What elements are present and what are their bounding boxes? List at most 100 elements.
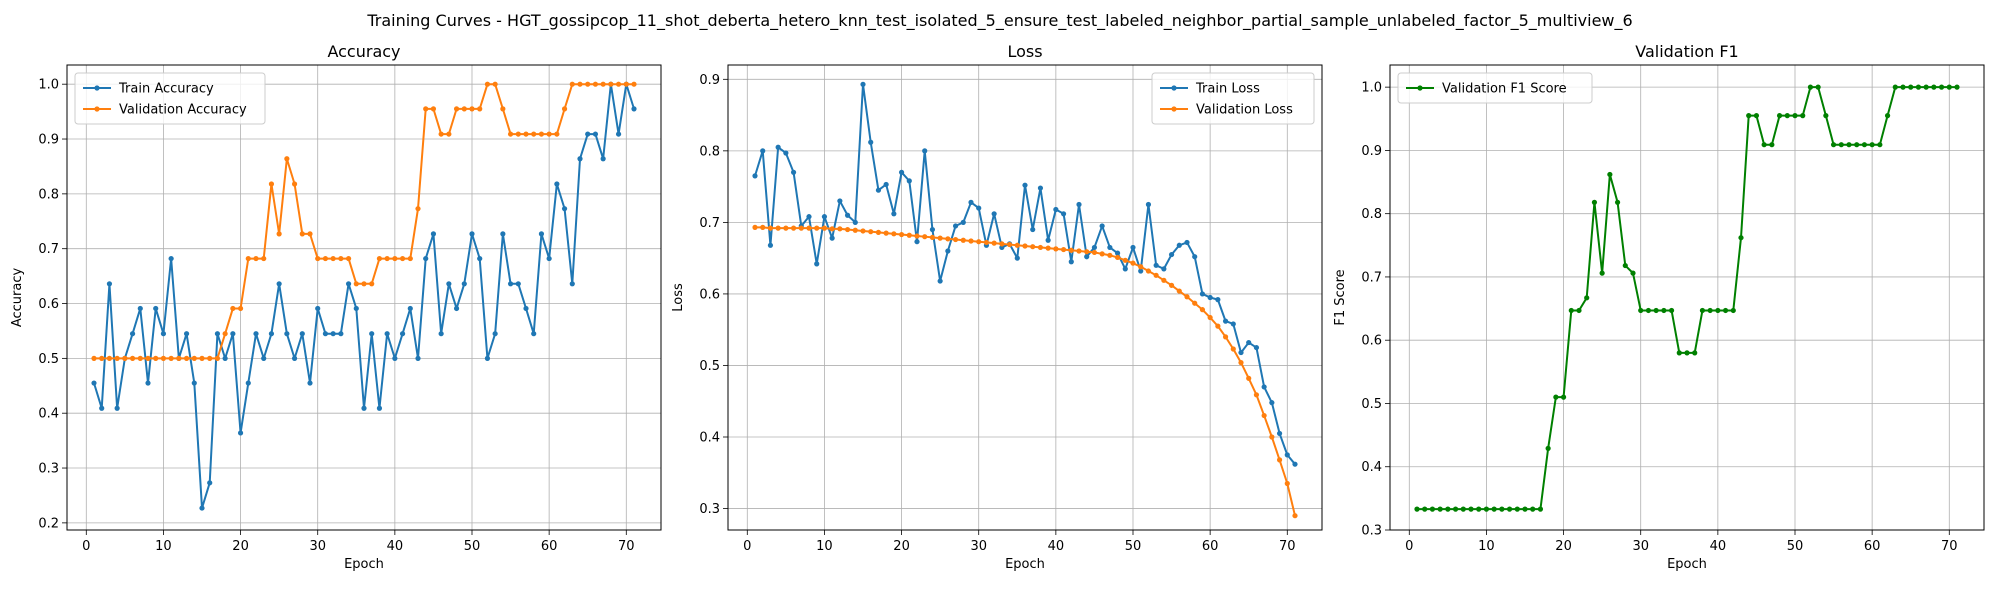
data-point: [1099, 223, 1105, 229]
data-point: [1476, 506, 1482, 512]
data-point: [1707, 307, 1713, 314]
data-point: [230, 331, 236, 337]
data-point: [1776, 113, 1783, 119]
panel-title: Accuracy: [327, 42, 400, 61]
data-point: [1261, 384, 1267, 390]
data-point: [1738, 235, 1744, 241]
x-axis-label: Epoch: [1005, 557, 1045, 572]
data-point: [500, 106, 506, 112]
data-point: [1099, 251, 1105, 257]
data-point: [608, 81, 614, 87]
data-point: [353, 281, 359, 287]
x-tick-label: 50: [1125, 539, 1142, 554]
y-tick-label: 0.5: [38, 352, 59, 367]
data-point: [384, 331, 390, 337]
data-point: [1892, 84, 1898, 90]
data-point: [230, 305, 236, 312]
y-tick-label: 0.8: [1361, 207, 1382, 222]
data-point: [191, 355, 197, 361]
data-point: [1537, 506, 1544, 512]
data-point: [883, 230, 889, 236]
axes-frame: [1389, 64, 1985, 531]
data-point: [345, 255, 352, 262]
data-point: [1908, 84, 1914, 90]
data-point: [122, 355, 128, 361]
data-point: [1429, 506, 1436, 512]
data-point: [384, 255, 390, 262]
data-point: [554, 131, 560, 137]
data-point: [945, 236, 951, 242]
data-point: [852, 227, 858, 233]
data-point: [600, 156, 606, 162]
data-point: [1292, 461, 1298, 467]
legend-label: Validation Accuracy: [119, 103, 247, 118]
data-point: [760, 148, 766, 154]
data-point: [523, 305, 529, 312]
data-point: [1184, 239, 1190, 246]
data-point: [1107, 244, 1113, 251]
data-point: [1437, 506, 1443, 512]
data-point: [1238, 349, 1244, 356]
data-point: [1676, 350, 1682, 356]
data-point: [821, 214, 828, 220]
legend-box: [74, 72, 266, 125]
data-point: [399, 255, 406, 262]
data-point: [446, 131, 452, 137]
data-point: [1699, 307, 1706, 314]
data-point: [937, 278, 943, 284]
data-point: [1014, 255, 1020, 261]
data-point: [906, 232, 912, 238]
data-point: [369, 331, 375, 337]
x-tick-label: 50: [464, 539, 481, 554]
data-point: [137, 305, 143, 312]
data-point: [507, 131, 514, 137]
data-point: [844, 212, 851, 218]
legend-label: Validation F1 Score: [1442, 82, 1567, 97]
data-point: [1161, 277, 1167, 283]
data-point: [1215, 323, 1221, 329]
data-point: [1022, 182, 1028, 188]
legend-swatch-marker: [1417, 85, 1423, 91]
data-point: [1638, 307, 1644, 314]
data-point: [1838, 142, 1844, 148]
data-point: [1107, 252, 1113, 258]
data-point: [906, 178, 912, 184]
data-point: [453, 305, 460, 312]
data-point: [307, 380, 313, 386]
data-point: [1176, 242, 1182, 248]
data-point: [1176, 288, 1182, 294]
data-point: [1276, 430, 1283, 437]
y-tick-label: 0.4: [38, 407, 59, 422]
data-point: [1769, 142, 1775, 148]
data-point: [268, 181, 275, 187]
y-tick-label: 1.0: [38, 78, 59, 93]
data-point: [1192, 254, 1198, 260]
x-tick-label: 70: [618, 539, 635, 554]
data-point: [1622, 262, 1628, 269]
data-point: [129, 355, 136, 361]
data-point: [330, 255, 336, 262]
data-point: [1130, 260, 1136, 266]
data-point: [1045, 237, 1051, 243]
y-tick-label: 0.4: [1361, 460, 1382, 475]
data-point: [461, 106, 467, 112]
data-point: [615, 81, 622, 87]
legend-swatch-marker: [1171, 85, 1177, 91]
data-point: [976, 239, 982, 245]
data-point: [1823, 113, 1829, 119]
data-point: [538, 131, 545, 137]
data-point: [291, 355, 298, 361]
data-point: [1753, 113, 1760, 119]
data-point: [1168, 251, 1175, 258]
data-point: [1460, 506, 1466, 512]
data-point: [852, 219, 858, 225]
data-point: [790, 169, 797, 175]
data-point: [1199, 307, 1206, 313]
legend-label: Train Accuracy: [118, 82, 214, 97]
data-point: [1145, 268, 1152, 274]
data-point: [767, 242, 774, 248]
data-point: [492, 81, 498, 87]
data-point: [1153, 262, 1159, 268]
data-point: [585, 81, 591, 87]
data-point: [461, 281, 467, 287]
